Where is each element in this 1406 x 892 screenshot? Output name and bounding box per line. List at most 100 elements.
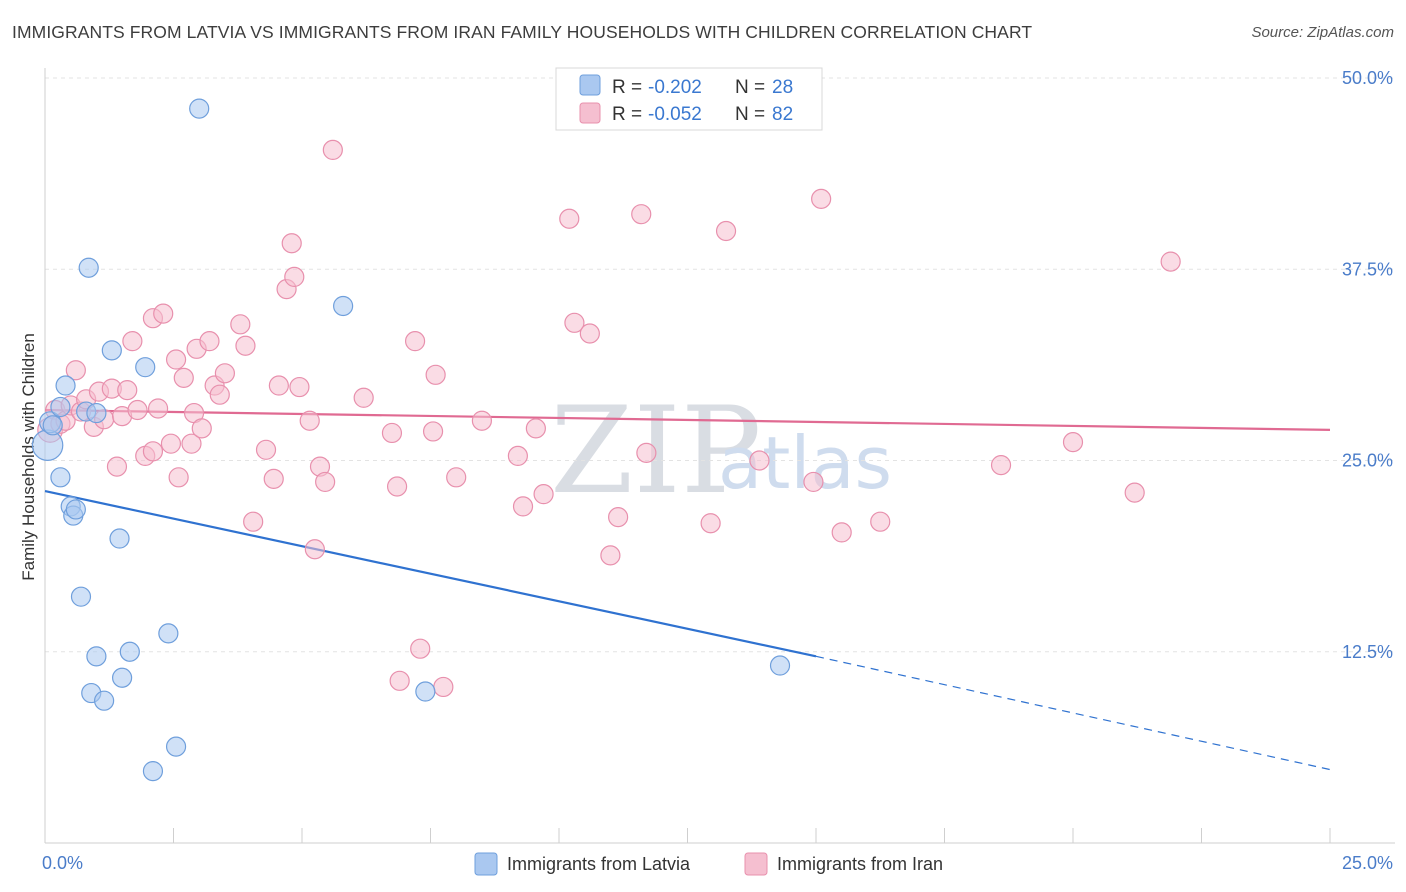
iran-point bbox=[507, 445, 528, 467]
latvia-point bbox=[119, 641, 140, 662]
iran-point bbox=[631, 204, 652, 225]
iran-point bbox=[559, 208, 580, 229]
latvia-point bbox=[135, 357, 156, 378]
iran-point bbox=[422, 421, 444, 442]
y-tick-label: 12.5% bbox=[1342, 642, 1393, 662]
latvia-point bbox=[86, 402, 107, 424]
latvia-point bbox=[158, 623, 179, 644]
bottom-legend-swatch-iran bbox=[744, 852, 768, 876]
iran-point bbox=[608, 507, 629, 528]
iran-point bbox=[404, 331, 426, 352]
iran-point bbox=[410, 638, 431, 659]
iran-point bbox=[165, 349, 187, 370]
iran-point bbox=[389, 670, 410, 691]
latvia-point bbox=[50, 467, 71, 488]
latvia-point bbox=[65, 499, 86, 520]
iran-point bbox=[425, 364, 446, 385]
y-axis-label: Family Households with Children bbox=[19, 333, 38, 581]
iran-point bbox=[122, 331, 143, 352]
latvia-point bbox=[50, 396, 71, 418]
iran-point bbox=[1160, 251, 1181, 272]
latvia-point bbox=[415, 681, 436, 702]
iran-point bbox=[600, 545, 621, 566]
iran-point bbox=[811, 188, 832, 209]
iran-point bbox=[564, 312, 585, 333]
legend-n-label-latvia: N = bbox=[735, 77, 765, 98]
latvia-point bbox=[78, 257, 99, 278]
iran-point bbox=[990, 454, 1012, 476]
latvia-point bbox=[31, 429, 64, 461]
iran-point bbox=[243, 511, 264, 532]
latvia-point bbox=[189, 98, 210, 119]
series-latvia-points bbox=[31, 98, 791, 782]
trend-line-iran bbox=[44, 408, 1331, 431]
gridlines bbox=[45, 77, 1395, 653]
iran-point bbox=[289, 376, 310, 398]
iran-point bbox=[700, 513, 721, 534]
watermark-atlas: atlas bbox=[718, 421, 892, 505]
latvia-point bbox=[142, 760, 164, 782]
iran-point bbox=[525, 418, 546, 439]
iran-point bbox=[579, 323, 600, 344]
legend-n-value-iran: 82 bbox=[772, 104, 793, 125]
iran-point bbox=[386, 476, 408, 497]
iran-point bbox=[263, 468, 284, 489]
iran-point bbox=[65, 360, 86, 381]
iran-point bbox=[381, 422, 403, 444]
iran-point bbox=[533, 484, 554, 505]
iran-point bbox=[173, 367, 194, 388]
iran-point bbox=[181, 433, 202, 454]
legend-r-value-latvia: -0.202 bbox=[648, 77, 702, 98]
y-tick-labels: 12.5% 25.0% 37.5% 50.0% bbox=[1342, 68, 1393, 662]
iran-point bbox=[870, 511, 891, 532]
legend-swatch-latvia bbox=[579, 74, 601, 96]
y-tick-label: 50.0% bbox=[1342, 68, 1393, 88]
iran-point bbox=[127, 399, 148, 421]
iran-point bbox=[715, 220, 737, 242]
latvia-point bbox=[86, 646, 107, 667]
legend-r-label-iran: R = bbox=[612, 104, 642, 125]
iran-point bbox=[353, 387, 374, 408]
iran-point bbox=[322, 139, 343, 161]
iran-point bbox=[749, 450, 770, 471]
x-tick-label: 25.0% bbox=[1342, 853, 1393, 873]
iran-point bbox=[117, 380, 138, 401]
iran-point bbox=[433, 676, 454, 698]
iran-point bbox=[255, 439, 277, 460]
iran-point bbox=[191, 418, 212, 439]
correlation-legend: R = -0.202 N = 28 R = -0.052 N = 82 bbox=[555, 67, 823, 131]
legend-n-value-latvia: 28 bbox=[772, 77, 793, 98]
iran-point bbox=[106, 456, 128, 477]
legend-r-value-iran: -0.052 bbox=[648, 104, 702, 125]
iran-point bbox=[471, 410, 492, 431]
latvia-point bbox=[42, 415, 63, 436]
iran-point bbox=[1062, 432, 1084, 453]
bottom-legend-swatch-latvia bbox=[474, 852, 498, 876]
trend-lines bbox=[44, 408, 1331, 771]
legend-r-label-latvia: R = bbox=[612, 77, 642, 98]
latvia-point bbox=[769, 655, 791, 676]
latvia-point bbox=[111, 667, 133, 688]
iran-point bbox=[199, 331, 220, 352]
y-tick-label: 25.0% bbox=[1342, 451, 1393, 471]
iran-point bbox=[160, 433, 182, 454]
latvia-point bbox=[94, 690, 115, 711]
iran-point bbox=[268, 375, 289, 396]
iran-point bbox=[299, 410, 320, 431]
iran-point bbox=[446, 467, 467, 488]
iran-point bbox=[168, 467, 189, 488]
iran-point bbox=[636, 442, 657, 463]
bottom-legend-label-iran: Immigrants from Iran bbox=[777, 854, 943, 874]
iran-point bbox=[284, 266, 305, 287]
latvia-point bbox=[333, 295, 354, 317]
latvia-point bbox=[101, 340, 122, 361]
source-credit: Source: ZipAtlas.com bbox=[1251, 24, 1394, 41]
iran-point bbox=[214, 363, 235, 384]
trend-line-latvia-extension bbox=[815, 655, 1331, 771]
iran-point bbox=[831, 522, 852, 543]
iran-point bbox=[281, 233, 302, 254]
latvia-point bbox=[165, 736, 187, 757]
iran-point bbox=[235, 335, 256, 356]
latvia-point bbox=[55, 375, 76, 396]
